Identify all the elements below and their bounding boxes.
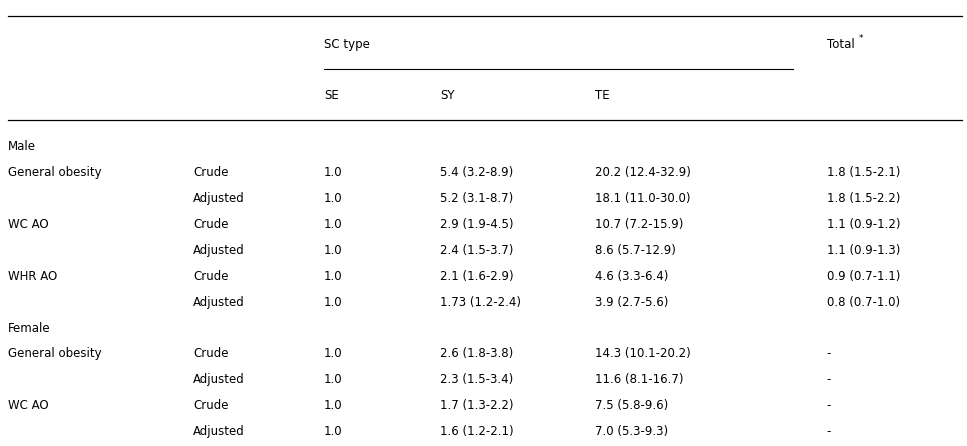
Text: 1.73 (1.2-2.4): 1.73 (1.2-2.4): [440, 296, 521, 309]
Text: 2.9 (1.9-4.5): 2.9 (1.9-4.5): [440, 218, 513, 231]
Text: 1.0: 1.0: [324, 347, 342, 360]
Text: 7.0 (5.3-9.3): 7.0 (5.3-9.3): [595, 425, 668, 438]
Text: Adjusted: Adjusted: [193, 296, 246, 309]
Text: 1.0: 1.0: [324, 399, 342, 412]
Text: 11.6 (8.1-16.7): 11.6 (8.1-16.7): [595, 373, 684, 386]
Text: 1.1 (0.9-1.3): 1.1 (0.9-1.3): [827, 244, 900, 257]
Text: 1.8 (1.5-2.1): 1.8 (1.5-2.1): [827, 166, 900, 179]
Text: SY: SY: [440, 89, 454, 102]
Text: 18.1 (11.0-30.0): 18.1 (11.0-30.0): [595, 192, 690, 205]
Text: 2.6 (1.8-3.8): 2.6 (1.8-3.8): [440, 347, 513, 360]
Text: 14.3 (10.1-20.2): 14.3 (10.1-20.2): [595, 347, 690, 360]
Text: 1.1 (0.9-1.2): 1.1 (0.9-1.2): [827, 218, 900, 231]
Text: WC AO: WC AO: [8, 218, 48, 231]
Text: 1.0: 1.0: [324, 192, 342, 205]
Text: Crude: Crude: [193, 270, 229, 283]
Text: General obesity: General obesity: [8, 347, 102, 360]
Text: 1.8 (1.5-2.2): 1.8 (1.5-2.2): [827, 192, 900, 205]
Text: 1.0: 1.0: [324, 166, 342, 179]
Text: Crude: Crude: [193, 218, 229, 231]
Text: 0.8 (0.7-1.0): 0.8 (0.7-1.0): [827, 296, 900, 309]
Text: TE: TE: [595, 89, 609, 102]
Text: Crude: Crude: [193, 399, 229, 412]
Text: 0.9 (0.7-1.1): 0.9 (0.7-1.1): [827, 270, 900, 283]
Text: Adjusted: Adjusted: [193, 244, 246, 257]
Text: *: *: [859, 34, 864, 43]
Text: 1.0: 1.0: [324, 270, 342, 283]
Text: Female: Female: [8, 322, 50, 334]
Text: Adjusted: Adjusted: [193, 373, 246, 386]
Text: Male: Male: [8, 140, 36, 153]
Text: 2.3 (1.5-3.4): 2.3 (1.5-3.4): [440, 373, 513, 386]
Text: 20.2 (12.4-32.9): 20.2 (12.4-32.9): [595, 166, 690, 179]
Text: 1.6 (1.2-2.1): 1.6 (1.2-2.1): [440, 425, 513, 438]
Text: WC AO: WC AO: [8, 399, 48, 412]
Text: 3.9 (2.7-5.6): 3.9 (2.7-5.6): [595, 296, 668, 309]
Text: Total: Total: [827, 38, 855, 51]
Text: -: -: [827, 399, 832, 412]
Text: 1.0: 1.0: [324, 244, 342, 257]
Text: 1.0: 1.0: [324, 373, 342, 386]
Text: Crude: Crude: [193, 166, 229, 179]
Text: -: -: [827, 425, 832, 438]
Text: 1.7 (1.3-2.2): 1.7 (1.3-2.2): [440, 399, 513, 412]
Text: 8.6 (5.7-12.9): 8.6 (5.7-12.9): [595, 244, 676, 257]
Text: Adjusted: Adjusted: [193, 425, 246, 438]
Text: 1.0: 1.0: [324, 218, 342, 231]
Text: 4.6 (3.3-6.4): 4.6 (3.3-6.4): [595, 270, 668, 283]
Text: Adjusted: Adjusted: [193, 192, 246, 205]
Text: -: -: [827, 373, 832, 386]
Text: WHR AO: WHR AO: [8, 270, 57, 283]
Text: 5.4 (3.2-8.9): 5.4 (3.2-8.9): [440, 166, 513, 179]
Text: -: -: [827, 347, 832, 360]
Text: Crude: Crude: [193, 347, 229, 360]
Text: 10.7 (7.2-15.9): 10.7 (7.2-15.9): [595, 218, 683, 231]
Text: General obesity: General obesity: [8, 166, 102, 179]
Text: 5.2 (3.1-8.7): 5.2 (3.1-8.7): [440, 192, 513, 205]
Text: 2.1 (1.6-2.9): 2.1 (1.6-2.9): [440, 270, 513, 283]
Text: 1.0: 1.0: [324, 425, 342, 438]
Text: 1.0: 1.0: [324, 296, 342, 309]
Text: 7.5 (5.8-9.6): 7.5 (5.8-9.6): [595, 399, 668, 412]
Text: 2.4 (1.5-3.7): 2.4 (1.5-3.7): [440, 244, 513, 257]
Text: SE: SE: [324, 89, 338, 102]
Text: SC type: SC type: [324, 38, 369, 51]
